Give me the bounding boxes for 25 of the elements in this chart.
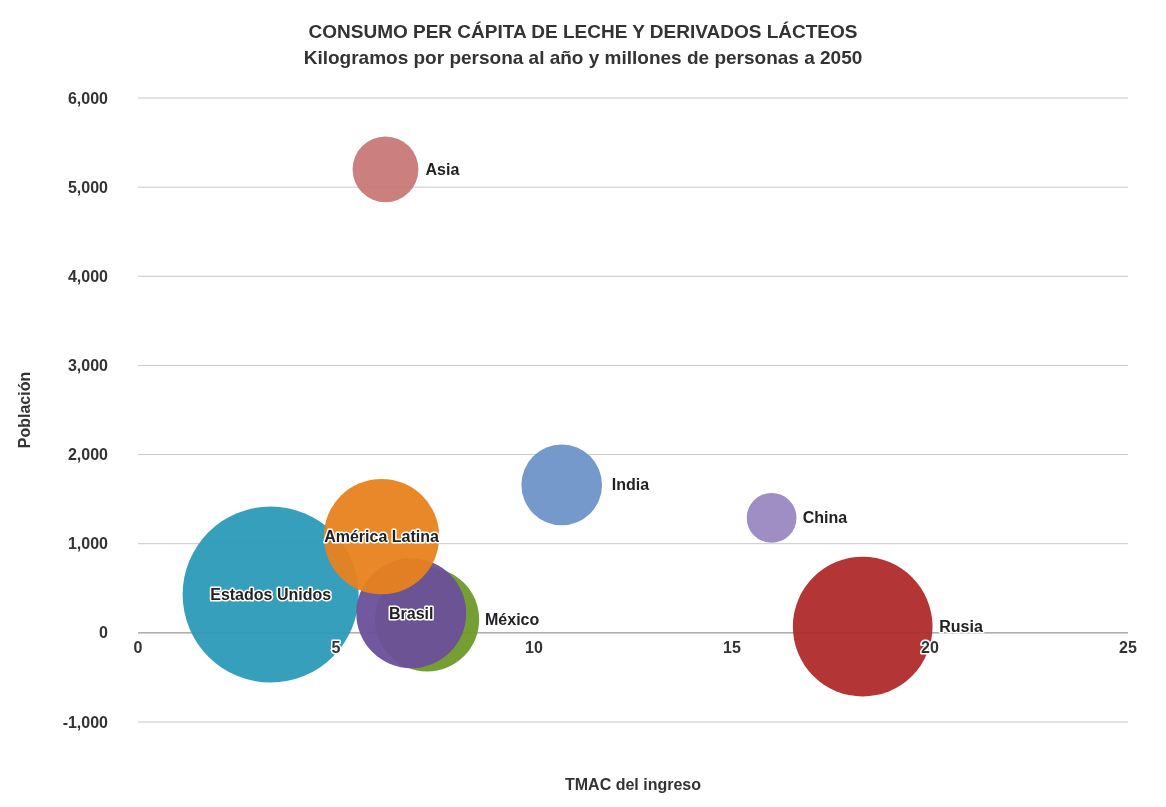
series-label: Brasil — [389, 604, 434, 622]
series-label: América Latina — [324, 528, 439, 546]
series-label: Rusia — [939, 618, 983, 636]
y-tick-label: 5,000 — [67, 178, 109, 196]
y-tick-label: 6,000 — [67, 89, 109, 107]
series-label: Estados Unidos — [210, 586, 332, 604]
series-label: India — [611, 476, 650, 494]
series-label: México — [485, 611, 540, 629]
y-tick-label: 1,000 — [67, 535, 109, 553]
series-label: Asia — [425, 160, 460, 178]
y-tick-label: 4,000 — [67, 267, 109, 285]
x-tick-label: 15 — [723, 638, 741, 656]
chart-title: CONSUMO PER CÁPITA DE LECHE Y DERIVADOS LÁCTEOS — [308, 21, 858, 42]
series-label: China — [802, 509, 848, 527]
x-tick-label: 25 — [1119, 638, 1137, 656]
y-axis-title: Población — [16, 371, 33, 449]
chart-subtitle: Kilogramos por persona al año y millones de personas a 2050 — [303, 47, 863, 68]
y-tick-label: 0 — [99, 624, 109, 642]
y-tick-label: -1,000 — [62, 713, 109, 731]
x-axis-title: TMAC del ingreso — [564, 776, 702, 793]
y-tick-label: 3,000 — [67, 357, 109, 375]
x-tick-label: 10 — [525, 638, 543, 656]
x-tick-label: 0 — [133, 638, 143, 656]
x-tick-label: 5 — [331, 638, 341, 656]
y-tick-label: 2,000 — [67, 446, 109, 464]
